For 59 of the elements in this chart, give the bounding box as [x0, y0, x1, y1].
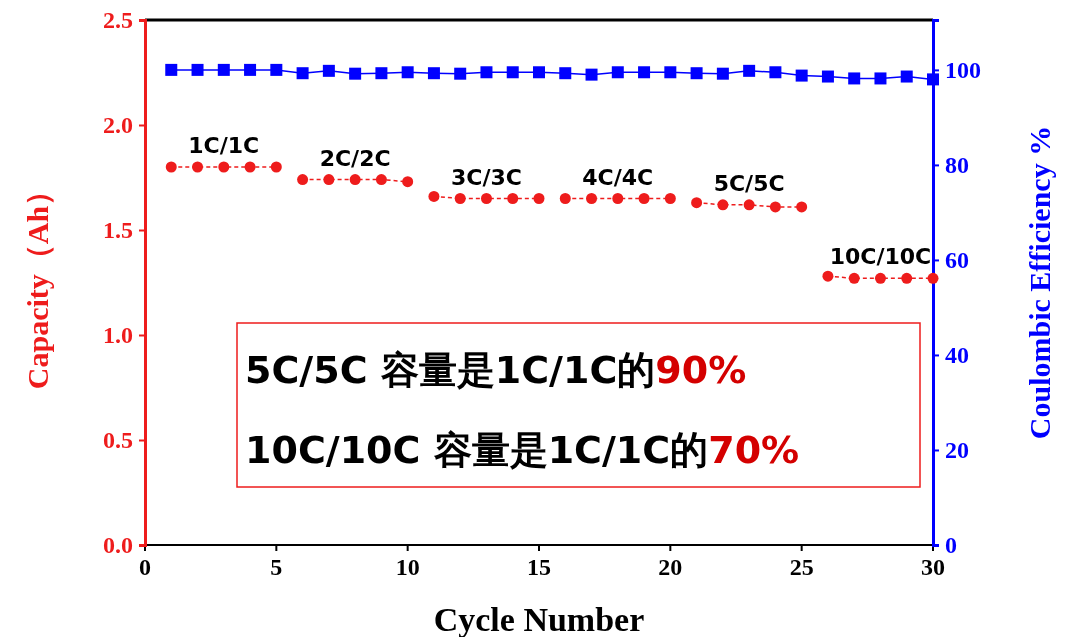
y2-axis-title: Coulombic Efficiency % [1023, 125, 1056, 440]
y2-tick-label: 0 [945, 532, 957, 559]
point [559, 193, 571, 204]
point [323, 174, 335, 186]
y-axis-title: Capacity（Ah） [21, 175, 54, 390]
point [507, 193, 519, 204]
point [796, 201, 808, 213]
x-tick-label: 10 [395, 554, 420, 580]
annotation: 1C/1C [188, 133, 260, 158]
annotation: 5C/5C 容量是1C/1C的90% [245, 348, 747, 392]
y-tick-label: 0.5 [103, 427, 133, 454]
point [375, 174, 387, 186]
y2-tick-label: 20 [945, 437, 969, 464]
point [218, 161, 230, 173]
y-tick-label: 0.0 [103, 532, 133, 559]
point [612, 193, 624, 204]
point [349, 174, 361, 186]
annotation: 5C/5C [713, 170, 785, 196]
annotation: 3C/3C [450, 164, 522, 190]
point [297, 174, 309, 186]
x-tick-label: 30 [921, 554, 945, 580]
point [454, 193, 466, 204]
y-tick-label: 1.0 [103, 322, 133, 349]
point [927, 272, 939, 284]
point [586, 193, 598, 204]
annotation: 10C/10C [829, 244, 932, 270]
point [717, 199, 729, 211]
point [822, 270, 834, 282]
y-tick-label: 2.5 [103, 7, 133, 34]
point [743, 199, 755, 211]
point [428, 190, 440, 202]
x-tick-label: 25 [789, 554, 814, 580]
x-tick-label: 5 [270, 554, 283, 580]
point [244, 161, 256, 173]
y-tick-label: 2.0 [103, 112, 133, 139]
point [691, 197, 703, 209]
point [769, 201, 781, 213]
x-tick-label: 0 [139, 554, 151, 580]
y-tick-label: 1.5 [103, 217, 133, 244]
y2-tick-label: 60 [945, 247, 969, 274]
point [402, 176, 414, 188]
y2-tick-label: 100 [945, 57, 981, 84]
point [270, 161, 282, 173]
point [638, 193, 650, 204]
x-tick-label: 15 [527, 554, 551, 580]
point [192, 161, 204, 173]
point [533, 193, 545, 204]
point [848, 272, 860, 284]
point [664, 193, 676, 204]
point [901, 272, 913, 284]
annotation: 10C/10C 容量是1C/1C的70% [245, 428, 800, 472]
point [480, 193, 492, 204]
point [874, 272, 886, 284]
annotation: 2C/2C [319, 145, 391, 171]
annotation: 4C/4C [582, 164, 654, 190]
y2-tick-label: 40 [945, 342, 969, 369]
y2-tick-label: 80 [945, 152, 969, 179]
point [165, 161, 177, 173]
x-tick-label: 20 [658, 554, 683, 580]
